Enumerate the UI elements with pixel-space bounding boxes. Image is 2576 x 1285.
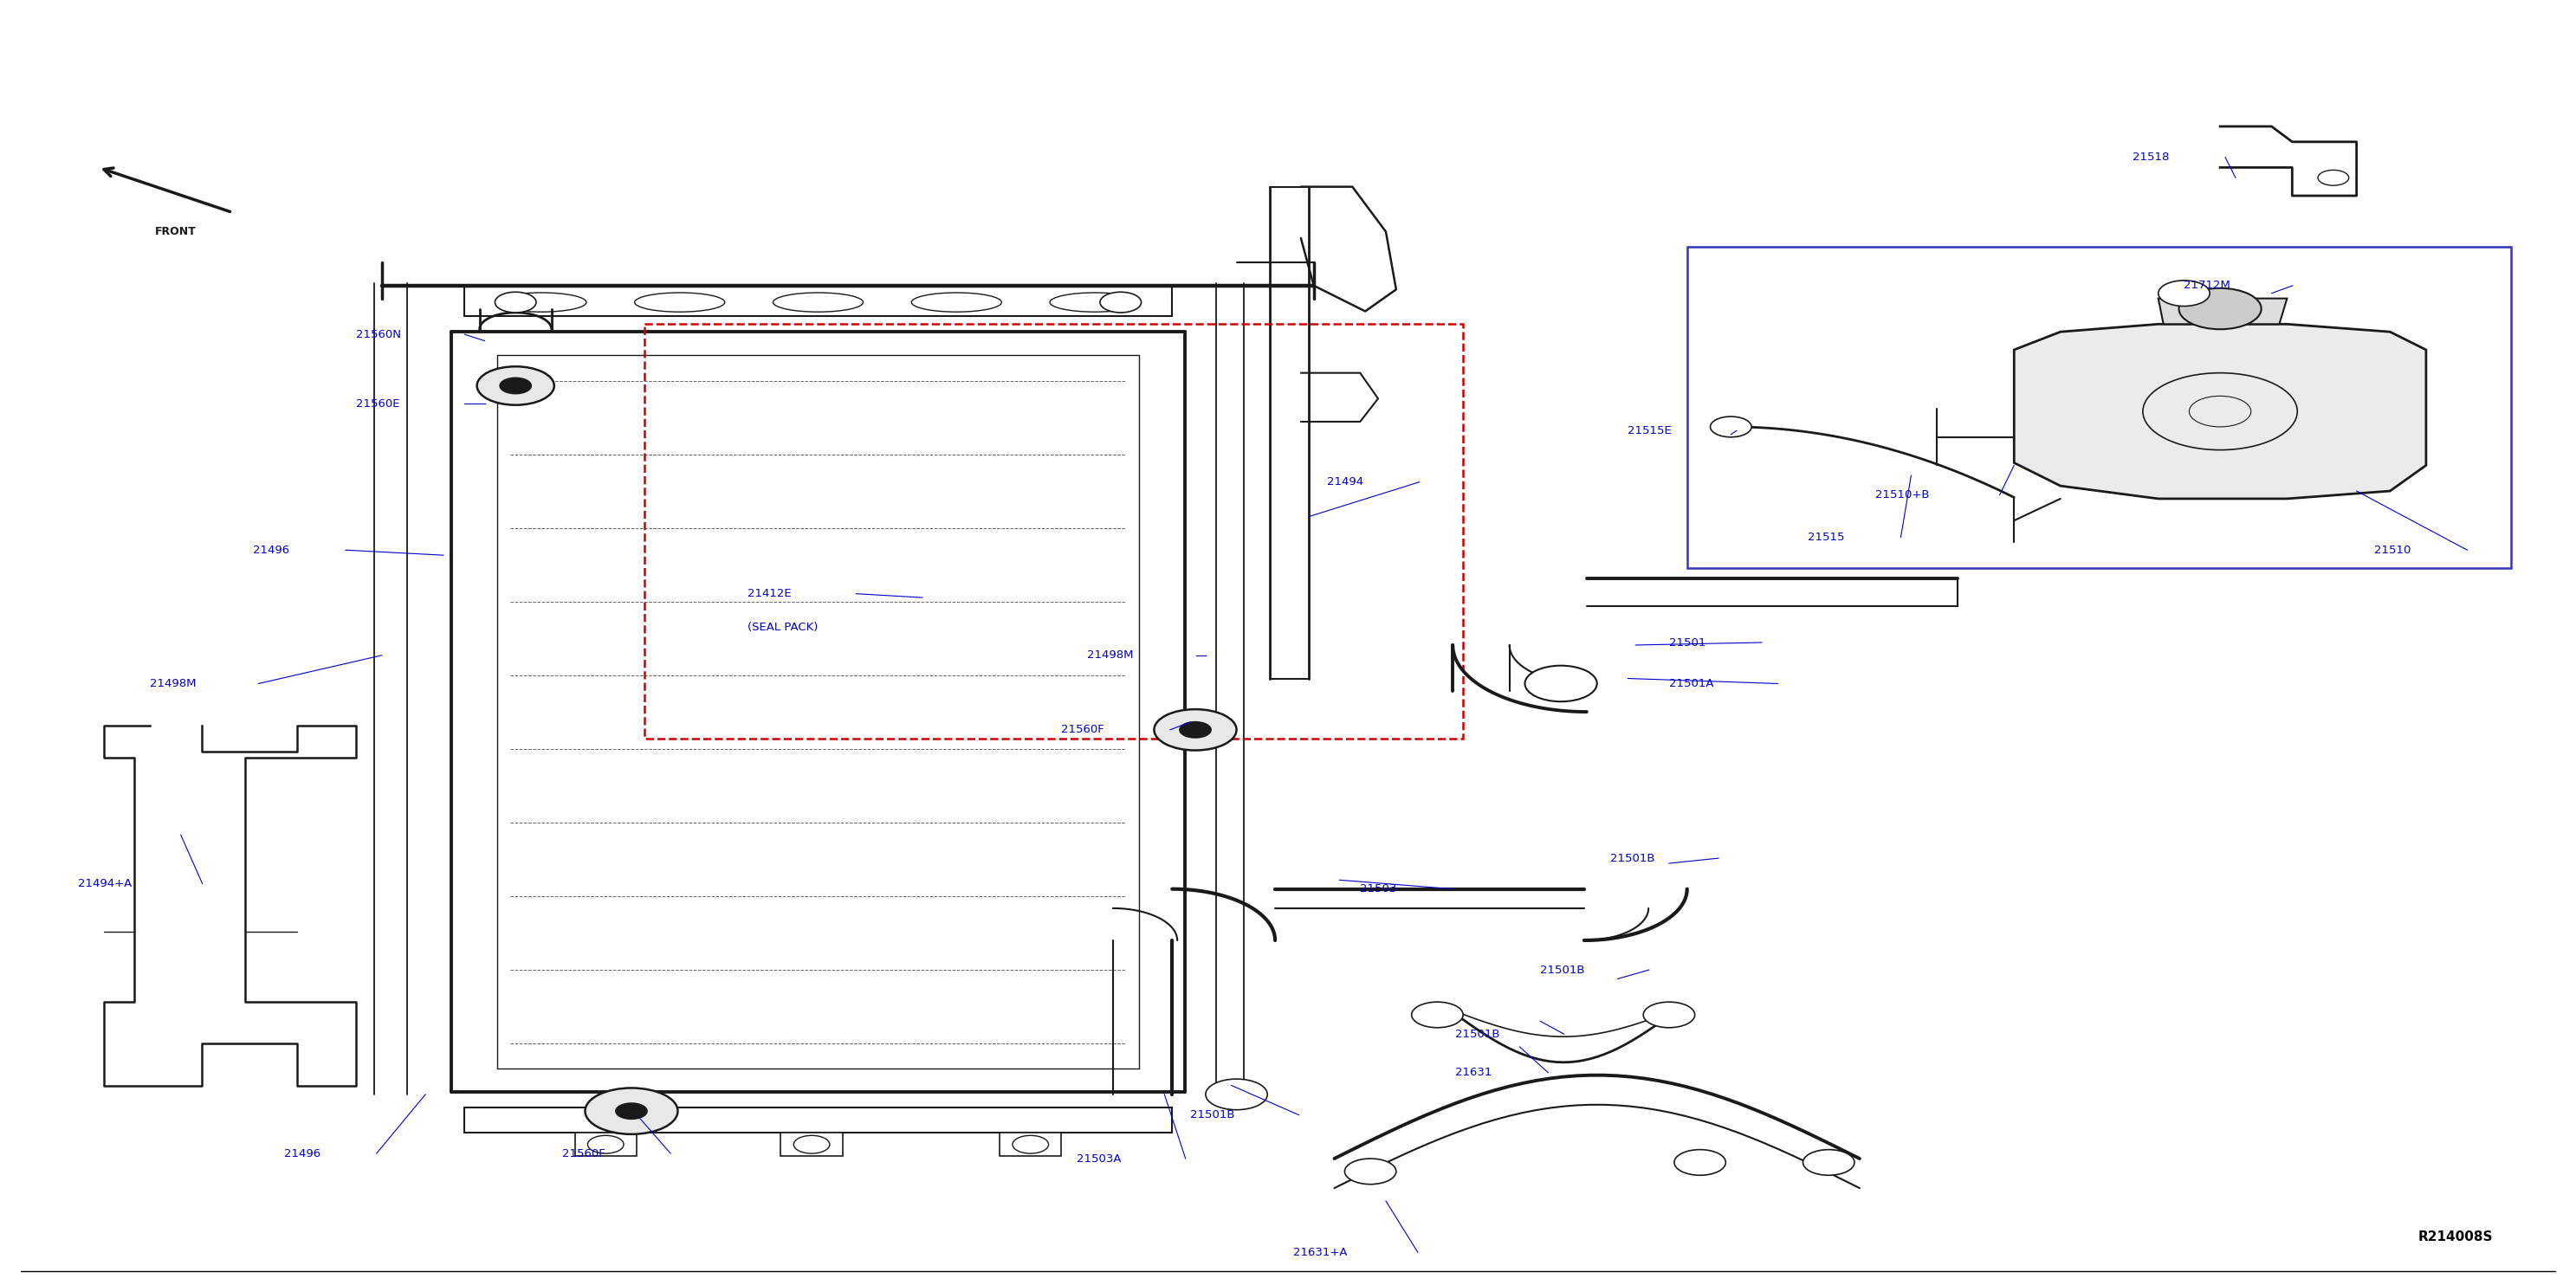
Text: R214008S: R214008S (2419, 1230, 2494, 1244)
Text: 21510: 21510 (2375, 545, 2411, 555)
Circle shape (1643, 1002, 1695, 1028)
Circle shape (1206, 1079, 1267, 1110)
Circle shape (1180, 722, 1211, 738)
Text: 21712M: 21712M (2184, 280, 2231, 292)
Text: (SEAL PACK): (SEAL PACK) (747, 622, 817, 632)
Text: 21560F: 21560F (562, 1148, 605, 1159)
Circle shape (477, 366, 554, 405)
Text: 21496: 21496 (283, 1148, 319, 1159)
Circle shape (1345, 1159, 1396, 1185)
Circle shape (1803, 1150, 1855, 1176)
Circle shape (1674, 1150, 1726, 1176)
Polygon shape (2014, 324, 2427, 499)
Text: 21510+B: 21510+B (1875, 490, 1929, 500)
Circle shape (793, 1136, 829, 1154)
Text: 21494: 21494 (1327, 477, 1363, 487)
Circle shape (495, 292, 536, 312)
Text: 21501A: 21501A (1669, 678, 1713, 689)
Text: 21501B: 21501B (1540, 964, 1584, 975)
Circle shape (1412, 1002, 1463, 1028)
Text: 21494+A: 21494+A (77, 878, 131, 889)
Circle shape (1525, 666, 1597, 702)
Circle shape (587, 1136, 623, 1154)
Text: 21560F: 21560F (1061, 725, 1105, 735)
Text: 21498M: 21498M (149, 678, 196, 689)
Text: 21560N: 21560N (355, 329, 402, 341)
Text: 21631: 21631 (1455, 1067, 1492, 1078)
Polygon shape (2159, 298, 2287, 324)
Text: 21501B: 21501B (1455, 1028, 1499, 1040)
Circle shape (1100, 292, 1141, 312)
Text: 21501: 21501 (1669, 637, 1705, 648)
Polygon shape (781, 1133, 842, 1156)
Circle shape (2318, 170, 2349, 185)
Text: 21515E: 21515E (1628, 425, 1672, 437)
Circle shape (616, 1104, 647, 1119)
Text: 21501B: 21501B (1190, 1109, 1234, 1121)
Text: 21631+A: 21631+A (1293, 1246, 1347, 1258)
Circle shape (2159, 280, 2210, 306)
Polygon shape (574, 1133, 636, 1156)
Circle shape (1012, 1136, 1048, 1154)
Circle shape (1154, 709, 1236, 750)
Text: 21518: 21518 (2133, 152, 2169, 163)
Circle shape (2179, 288, 2262, 329)
Circle shape (585, 1088, 677, 1135)
Text: 21515: 21515 (1808, 532, 1844, 542)
Circle shape (500, 378, 531, 393)
Text: 21503: 21503 (1360, 883, 1396, 894)
Text: 21501B: 21501B (1610, 852, 1654, 864)
Polygon shape (999, 1133, 1061, 1156)
Text: 21412E: 21412E (747, 589, 791, 599)
Text: 21560E: 21560E (355, 398, 399, 410)
Text: FRONT: FRONT (155, 226, 196, 238)
Text: 21498M: 21498M (1087, 650, 1133, 660)
Circle shape (1710, 416, 1752, 437)
Text: 21503A: 21503A (1077, 1153, 1121, 1164)
Text: 21496: 21496 (252, 545, 289, 555)
